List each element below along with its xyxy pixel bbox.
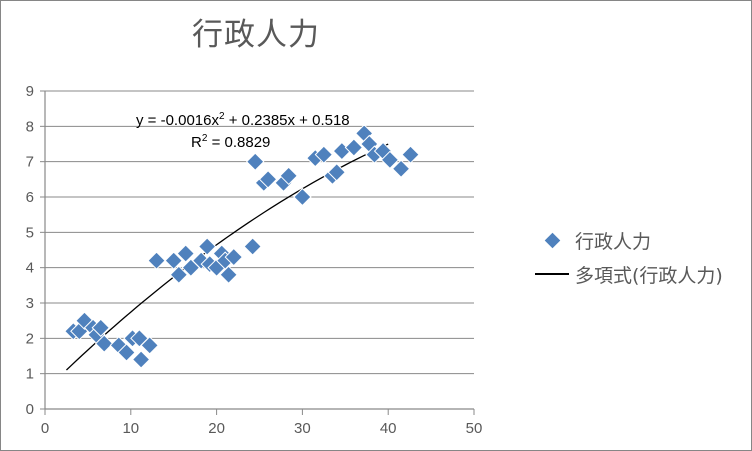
- x-axis-tick-label: 10: [122, 420, 139, 437]
- r2-exponent: 2: [202, 133, 208, 144]
- data-point-marker[interactable]: [391, 159, 411, 178]
- data-point-marker[interactable]: [169, 265, 189, 284]
- r2-suffix: = 0.8829: [207, 134, 270, 151]
- data-point-marker[interactable]: [91, 318, 110, 337]
- x-axis-tick-label: 50: [466, 420, 483, 437]
- data-point-marker[interactable]: [224, 247, 243, 267]
- data-point-marker[interactable]: [117, 343, 136, 362]
- data-point-marker[interactable]: [219, 265, 238, 284]
- data-point-marker[interactable]: [327, 163, 346, 182]
- data-point-marker[interactable]: [380, 150, 400, 170]
- legend-item-scatter[interactable]: 行政人力: [529, 223, 749, 257]
- r2-prefix: R: [191, 134, 202, 151]
- chart-title: 行政人力: [192, 17, 320, 53]
- x-axis-tick-label: 0: [41, 420, 49, 437]
- y-axis-tick-label: 0: [26, 401, 34, 418]
- data-point-marker[interactable]: [344, 138, 364, 157]
- data-point-marker[interactable]: [258, 170, 278, 189]
- data-point-marker[interactable]: [293, 187, 312, 207]
- chart-legend: 行政人力 多項式(行政人力): [529, 223, 749, 291]
- gridlines-group: [45, 90, 474, 410]
- legend-item-trendline[interactable]: 多項式(行政人力): [529, 257, 749, 291]
- x-axis-tick-label: 20: [208, 420, 225, 437]
- legend-item-label: 行政人力: [575, 230, 652, 253]
- x-axis-tick-label: 30: [294, 420, 311, 437]
- y-axis-tick-label: 8: [26, 118, 34, 135]
- equation-exponent: 2: [219, 111, 225, 122]
- y-axis-tick-label: 2: [26, 330, 34, 347]
- legend-item-label: 多項式(行政人力): [575, 264, 723, 287]
- data-point-marker[interactable]: [164, 251, 183, 270]
- line-marker-icon: [529, 273, 575, 275]
- data-point-marker[interactable]: [140, 336, 159, 355]
- data-point-marker[interactable]: [314, 145, 334, 164]
- data-point-marker[interactable]: [279, 166, 298, 186]
- y-axis-tick-label: 5: [26, 224, 34, 241]
- x-axis-tick-label: 40: [380, 420, 397, 437]
- data-point-marker[interactable]: [243, 237, 262, 256]
- data-point-markers-group: [64, 124, 420, 369]
- diamond-marker-icon: [529, 232, 575, 248]
- y-axis-tick-label: 1: [26, 366, 34, 383]
- y-axis-ticks-group: 0 1 2 3 4 5 6 7 8 9: [26, 83, 45, 418]
- data-point-marker[interactable]: [197, 237, 217, 256]
- y-axis-tick-label: 9: [26, 83, 34, 100]
- y-axis-tick-label: 4: [26, 260, 34, 277]
- data-point-marker[interactable]: [176, 244, 195, 263]
- data-point-marker[interactable]: [246, 152, 265, 171]
- trendline-equation-label: y = -0.0016x2 + 0.2385x + 0.518: [136, 111, 350, 129]
- x-axis-ticks-group: 0 10 20 30 40 50: [41, 409, 483, 437]
- data-point-marker[interactable]: [147, 251, 166, 270]
- r-squared-label: R2 = 0.8829: [191, 133, 270, 151]
- data-point-marker[interactable]: [401, 145, 420, 164]
- y-axis-tick-label: 3: [26, 295, 34, 312]
- equation-prefix: y = -0.0016x: [136, 112, 219, 129]
- equation-suffix: + 0.2385x + 0.518: [225, 112, 350, 129]
- data-point-marker[interactable]: [94, 334, 114, 353]
- data-point-marker[interactable]: [131, 350, 151, 369]
- y-axis-tick-label: 7: [26, 154, 34, 171]
- y-axis-tick-label: 6: [26, 189, 34, 206]
